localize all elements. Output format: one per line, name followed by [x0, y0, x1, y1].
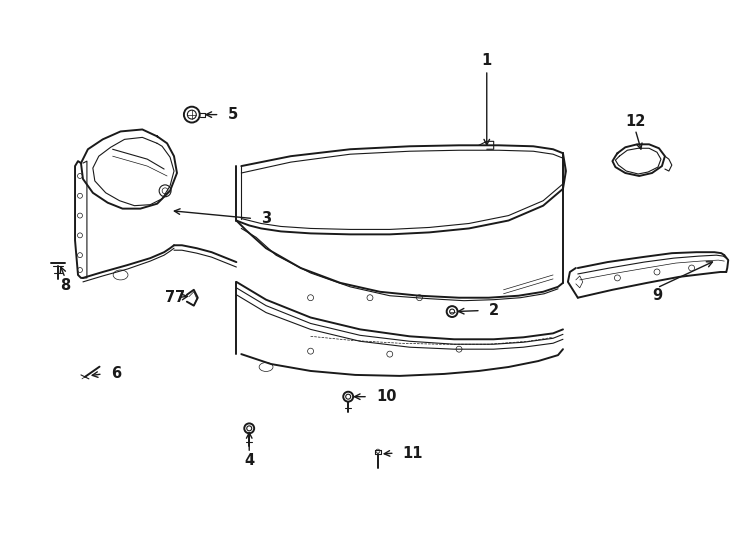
Text: 10: 10	[376, 389, 396, 404]
Text: 6: 6	[111, 367, 121, 381]
Text: 2: 2	[489, 303, 499, 318]
Text: 9: 9	[652, 288, 662, 303]
Text: 8: 8	[60, 278, 70, 293]
Text: 11: 11	[403, 446, 423, 461]
Text: 7: 7	[165, 290, 175, 305]
Text: 3: 3	[261, 211, 272, 226]
Text: 7: 7	[175, 290, 185, 305]
Text: 1: 1	[482, 53, 492, 68]
Text: 5: 5	[228, 107, 238, 122]
Text: 12: 12	[625, 114, 645, 129]
Text: 4: 4	[244, 453, 254, 468]
